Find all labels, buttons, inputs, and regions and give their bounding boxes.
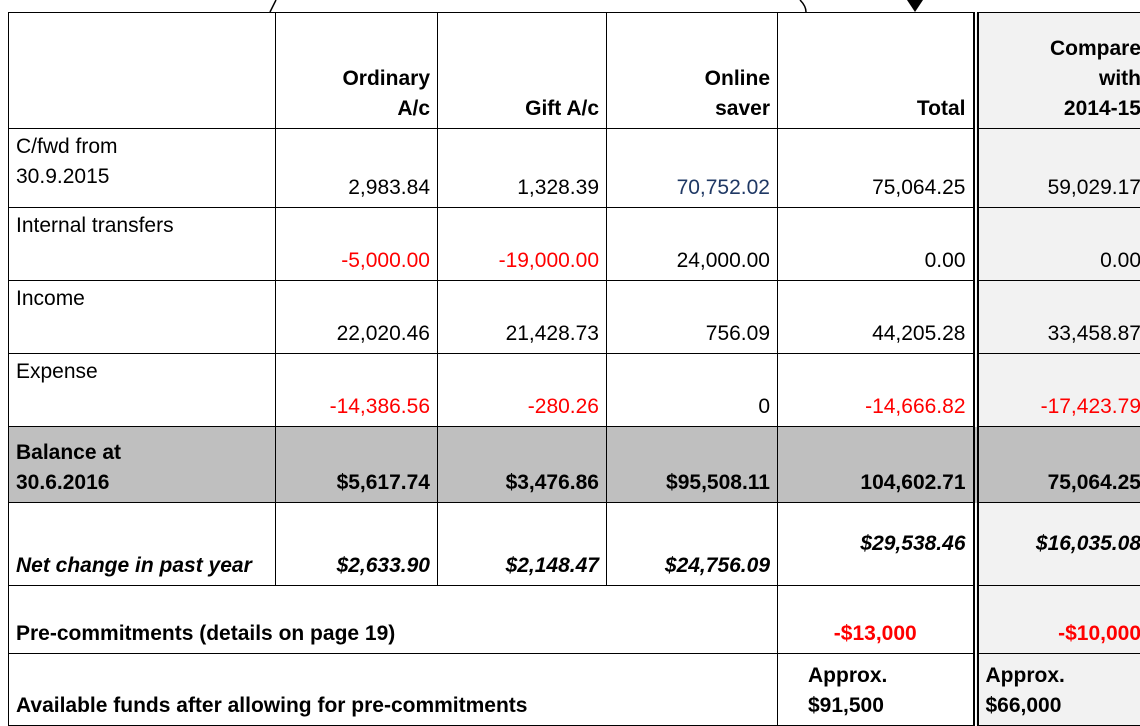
cell: 2,983.84: [276, 129, 438, 208]
cell: 21,428.73: [438, 281, 607, 354]
row-label: Income: [9, 281, 276, 354]
cell: 75,064.25: [778, 129, 976, 208]
cell: -14,386.56: [276, 354, 438, 427]
precommitments-row: Pre-commitments (details on page 19) -$1…: [9, 586, 1140, 654]
row: Expense -14,386.56 -280.26 0 -14,666.82 …: [9, 354, 1140, 427]
cell: -14,666.82: [778, 354, 976, 427]
cell: -5,000.00: [276, 208, 438, 281]
header-cell: [9, 13, 276, 129]
cell-line: $66,000: [986, 694, 1062, 717]
cell: 70,752.02: [607, 129, 778, 208]
header-cell: Gift A/c: [438, 13, 607, 129]
net-change-row: Net change in past year $2,633.90 $2,148…: [9, 503, 1140, 586]
cell: -17,423.79: [976, 354, 1140, 427]
cell: $5,617.74: [276, 427, 438, 503]
row-label: Net change in past year: [9, 503, 276, 586]
cell: $2,633.90: [276, 503, 438, 586]
cell: 75,064.25: [976, 427, 1140, 503]
cell: 104,602.71: [778, 427, 976, 503]
cell: -$10,000: [976, 586, 1140, 654]
cell: 0: [607, 354, 778, 427]
header-cell: Online saver: [607, 13, 778, 129]
header-cell: Ordinary A/c: [276, 13, 438, 129]
cell: 756.09: [607, 281, 778, 354]
row: Internal transfers -5,000.00 -19,000.00 …: [9, 208, 1140, 281]
cell: 59,029.17: [976, 129, 1140, 208]
row: C/fwd from 30.9.2015 2,983.84 1,328.39 7…: [9, 129, 1140, 208]
cell: $2,148.47: [438, 503, 607, 586]
row-label: Expense: [9, 354, 276, 427]
cell: 33,458.87: [976, 281, 1140, 354]
cell: 24,000.00: [607, 208, 778, 281]
header-row: Ordinary A/c Gift A/c Online saver Total…: [9, 13, 1140, 129]
cell: $16,035.08: [976, 503, 1140, 586]
finance-table: Ordinary A/c Gift A/c Online saver Total…: [8, 12, 1140, 726]
cell-line: Approx.: [986, 664, 1065, 687]
page: Ordinary A/c Gift A/c Online saver Total…: [0, 0, 1140, 690]
cell: 1,328.39: [438, 129, 607, 208]
connector-line: [800, 0, 806, 12]
cell-line: $91,500: [808, 694, 884, 717]
cell: $29,538.46: [778, 503, 976, 586]
cell: 44,205.28: [778, 281, 976, 354]
row: Income 22,020.46 21,428.73 756.09 44,205…: [9, 281, 1140, 354]
row-label: Pre-commitments (details on page 19): [9, 586, 778, 654]
cell: -$13,000: [778, 586, 976, 654]
header-cell: Total: [778, 13, 976, 129]
cell: 0.00: [778, 208, 976, 281]
cell: $24,756.09: [607, 503, 778, 586]
cell: 0.00: [976, 208, 1140, 281]
connector-line: [270, 0, 276, 12]
cell: -19,000.00: [438, 208, 607, 281]
cell-line: Approx.: [808, 664, 887, 687]
row-label: C/fwd from 30.9.2015: [9, 129, 276, 208]
header-cell: Compare with 2014-15: [976, 13, 1140, 129]
row-label: Internal transfers: [9, 208, 276, 281]
arrow-head: [907, 0, 923, 12]
cell: -280.26: [438, 354, 607, 427]
cell: $95,508.11: [607, 427, 778, 503]
balance-row: Balance at 30.6.2016 $5,617.74 $3,476.86…: [9, 427, 1140, 503]
row-label: Balance at 30.6.2016: [9, 427, 276, 503]
cell: 22,020.46: [276, 281, 438, 354]
cell: $3,476.86: [438, 427, 607, 503]
